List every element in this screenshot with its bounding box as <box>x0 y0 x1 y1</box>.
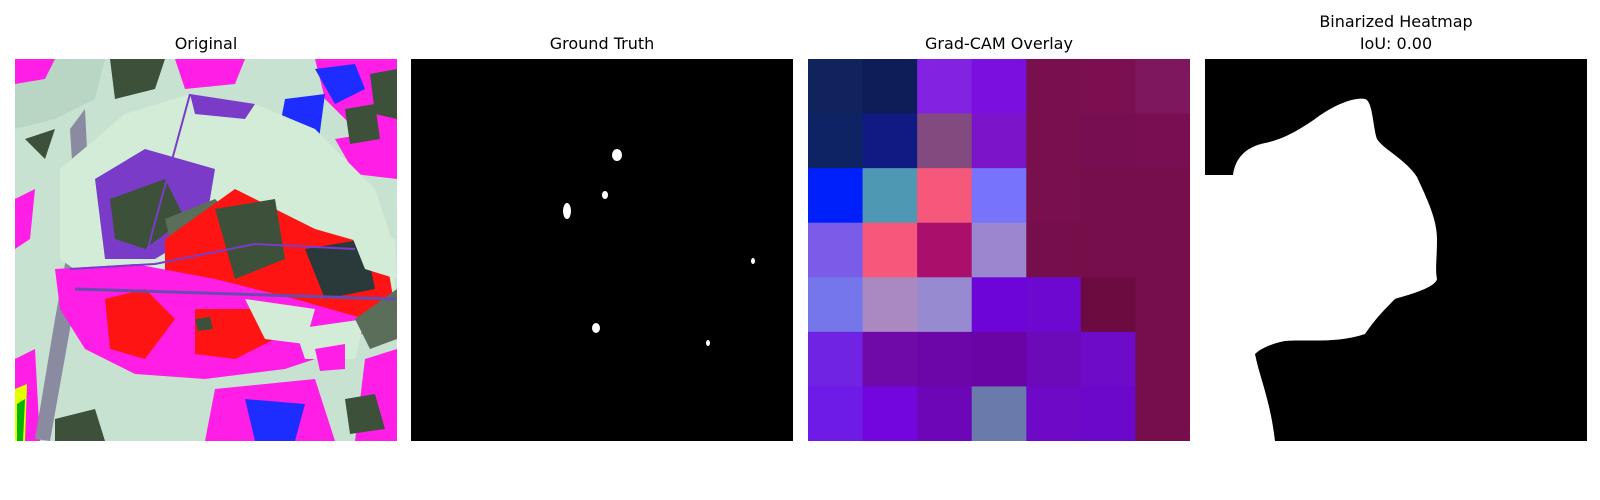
iou-label: IoU: 0.00 <box>1359 34 1433 53</box>
gradcam-cell <box>808 331 864 388</box>
gradcam-cell <box>971 386 1027 441</box>
gradcam-cell <box>917 113 973 169</box>
original-image-canvas <box>15 59 397 441</box>
gradcam-cell <box>808 222 864 278</box>
gradcam-title: Grad-CAM Overlay <box>925 34 1073 53</box>
gradcam-cell <box>971 59 1027 115</box>
gradcam-cell <box>1080 113 1137 169</box>
gradcam-cell <box>1026 168 1082 224</box>
gradcam-cell <box>971 277 1027 333</box>
ground-truth-canvas <box>411 59 793 441</box>
gt-blob <box>612 149 622 161</box>
gradcam-overlay <box>808 59 1190 441</box>
gradcam-cell <box>862 331 918 388</box>
gradcam-cell <box>808 168 864 224</box>
gradcam-cell <box>1026 331 1082 388</box>
gradcam-cell <box>1080 168 1137 224</box>
gradcam-cell <box>917 277 973 333</box>
gradcam-cell <box>862 59 918 115</box>
gradcam-cell <box>971 222 1027 278</box>
gradcam-cell <box>1080 59 1137 115</box>
gradcam-cell <box>1080 331 1137 388</box>
gradcam-cell <box>1026 277 1082 333</box>
gradcam-cell <box>1026 222 1082 278</box>
binarized-mask-region <box>1205 98 1437 441</box>
binarized-title-block: Binarized Heatmap IoU: 0.00 <box>1205 11 1587 55</box>
gt-blob <box>751 258 755 264</box>
gradcam-cell <box>917 168 973 224</box>
gt-blob <box>602 191 608 199</box>
gradcam-cell <box>808 277 864 333</box>
gradcam-cell <box>808 113 864 169</box>
gradcam-cell <box>1135 59 1190 115</box>
gradcam-cell <box>862 386 918 441</box>
original-title: Original <box>174 34 238 53</box>
ground-truth-mask <box>411 59 793 441</box>
gradcam-cell <box>971 168 1027 224</box>
gradcam-cell <box>1080 277 1137 333</box>
gt-blob <box>592 323 600 333</box>
original-image <box>15 59 397 441</box>
gradcam-cell <box>971 113 1027 169</box>
gradcam-cell <box>1080 386 1137 441</box>
gradcam-cell <box>1026 59 1082 115</box>
gradcam-cell <box>1135 386 1190 441</box>
gradcam-cell <box>1135 331 1190 388</box>
binarized-title: Binarized Heatmap <box>1319 12 1473 31</box>
gradcam-cell <box>1026 386 1082 441</box>
gradcam-cell <box>862 113 918 169</box>
gradcam-grid <box>808 59 1190 441</box>
gradcam-cell <box>1135 113 1190 169</box>
gradcam-cell <box>1026 113 1082 169</box>
gt-blob <box>706 340 710 346</box>
gradcam-cell <box>862 277 918 333</box>
gradcam-cell <box>917 386 973 441</box>
gradcam-cell <box>862 222 918 278</box>
binarized-canvas <box>1205 59 1587 441</box>
gradcam-cell <box>808 386 864 441</box>
gt-blob <box>563 203 571 219</box>
ground-truth-title: Ground Truth <box>549 34 655 53</box>
gradcam-cell <box>808 59 864 115</box>
gradcam-cell <box>971 331 1027 388</box>
binarized-heatmap <box>1205 59 1587 441</box>
gradcam-cell <box>917 331 973 388</box>
gradcam-cell <box>1135 222 1190 278</box>
gradcam-cell <box>917 222 973 278</box>
gradcam-cell <box>1135 277 1190 333</box>
gradcam-cell <box>917 59 973 115</box>
gradcam-cell <box>862 168 918 224</box>
gradcam-cell <box>1080 222 1137 278</box>
gradcam-cell <box>1135 168 1190 224</box>
